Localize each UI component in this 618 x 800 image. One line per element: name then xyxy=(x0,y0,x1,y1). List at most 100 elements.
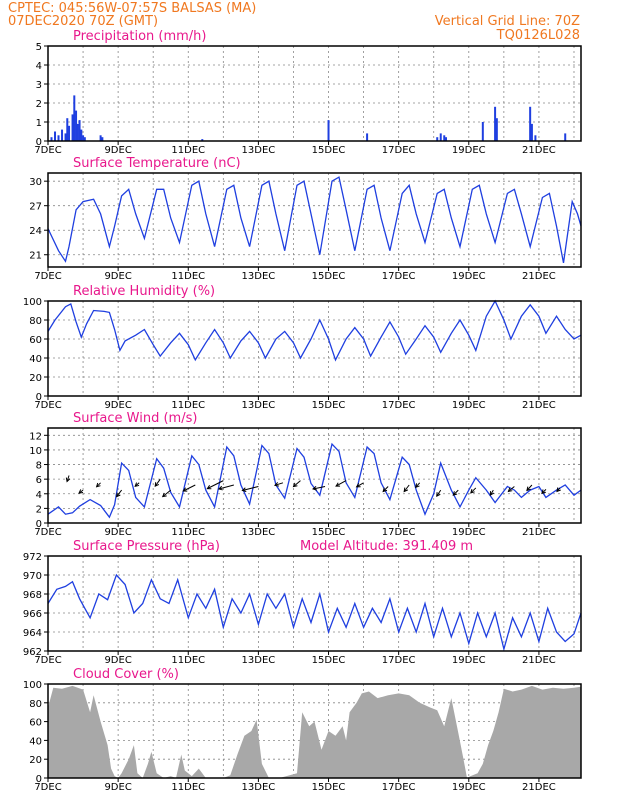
precip-xtick-label: 15DEC xyxy=(312,145,346,156)
precip-xtick-label: 13DEC xyxy=(242,145,276,156)
rh-ytick-label: 20 xyxy=(29,373,42,384)
precip-bar xyxy=(66,118,69,141)
wind-xtick-label: 13DEC xyxy=(242,527,276,538)
rh-panel: 0 20 40 60 80 100 7DEC 9DEC 11DEC 13DEC 15DEC 17DEC… xyxy=(23,284,582,411)
cloud-cover-area xyxy=(48,685,581,778)
station-label: CPTEC: 045:56W-07:57S BALSAS (MA) xyxy=(8,1,256,16)
wind-frame xyxy=(47,427,582,524)
rh-frame xyxy=(47,300,582,397)
precip-bar xyxy=(80,129,83,141)
rh-ytick-label: 80 xyxy=(29,316,42,327)
precip-panel: 0 1 2 3 4 5 7DEC 9DEC 11DEC 13DEC 15DEC 17DEC 19DEC 2… xyxy=(34,29,582,156)
wind-ytick-label: 0 xyxy=(36,519,42,530)
rh-xtick-label: 17DEC xyxy=(382,400,416,411)
temp-xtick-label: 21DEC xyxy=(522,271,556,282)
press-xtick-label: 21DEC xyxy=(522,655,556,666)
precip-ytick-label: 1 xyxy=(36,118,42,129)
rh-xtick-label: 9DEC xyxy=(104,400,131,411)
press-xtick-label: 11DEC xyxy=(171,655,205,666)
rh-xtick-label: 11DEC xyxy=(171,400,205,411)
model-code: TQ0126L028 xyxy=(496,28,580,43)
cloud-xtick-label: 21DEC xyxy=(522,782,556,793)
wind-arrow xyxy=(182,484,196,492)
press-xtick-label: 19DEC xyxy=(452,655,486,666)
precip-xtick-label: 11DEC xyxy=(171,145,205,156)
precip-xtick-label: 21DEC xyxy=(522,145,556,156)
press-xtick-label: 17DEC xyxy=(382,655,416,666)
run-label: 07DEC2020 70Z (GMT) xyxy=(8,14,158,29)
press-ytick-label: 964 xyxy=(23,628,42,639)
rh-xtick-label: 7DEC xyxy=(34,400,61,411)
wind-arrow xyxy=(311,485,326,491)
temp-ytick-label: 21 xyxy=(29,251,42,262)
precip-bar xyxy=(436,137,439,141)
precip-ytick-label: 3 xyxy=(36,80,42,91)
precip-bar xyxy=(444,137,447,141)
wind-xtick-label: 21DEC xyxy=(522,527,556,538)
wind-arrow xyxy=(161,489,172,498)
wind-arrow xyxy=(116,489,123,498)
wind-arrow xyxy=(452,489,459,496)
cloud-xtick-label: 11DEC xyxy=(171,782,205,793)
precip-bar xyxy=(68,125,71,141)
cloud-xtick-label: 13DEC xyxy=(242,782,276,793)
precip-ytick-label: 2 xyxy=(36,99,42,110)
temp-xtick-label: 15DEC xyxy=(312,271,346,282)
wind-arrow xyxy=(556,487,561,493)
wind-arrow xyxy=(403,484,410,493)
temp-title: Surface Temperature (nC) xyxy=(73,156,241,171)
wind-arrow xyxy=(206,480,224,490)
precip-bar xyxy=(76,123,79,141)
wind-ytick-label: 2 xyxy=(36,504,42,515)
precip-ytick-label: 4 xyxy=(36,61,42,72)
cloud-ytick-label: 40 xyxy=(29,736,42,747)
wind-arrow xyxy=(355,482,364,488)
precip-xtick-label: 9DEC xyxy=(104,145,131,156)
temp-xtick-label: 7DEC xyxy=(34,271,61,282)
wind-ytick-label: 6 xyxy=(36,475,42,486)
press-series-line xyxy=(47,573,582,652)
cloud-ytick-label: 80 xyxy=(29,699,42,710)
rh-ytick-label: 60 xyxy=(29,335,42,346)
wind-xtick-label: 9DEC xyxy=(104,527,131,538)
cloud-title: Cloud Cover (%) xyxy=(73,667,179,682)
precip-bar xyxy=(530,123,533,141)
temp-xtick-label: 17DEC xyxy=(382,271,416,282)
precip-bar xyxy=(534,135,537,141)
temp-frame xyxy=(47,172,582,268)
precip-xtick-label: 19DEC xyxy=(452,145,486,156)
press-ytick-label: 970 xyxy=(23,571,42,582)
precip-bar xyxy=(495,118,498,141)
press-xtick-label: 15DEC xyxy=(312,655,346,666)
rh-xtick-label: 19DEC xyxy=(452,400,486,411)
wind-arrow xyxy=(541,489,547,495)
wind-arrow xyxy=(154,478,161,488)
cloud-panel: 0 20 40 60 80 100 7DEC 9DEC 11DEC 13DEC 15DEC 17DEC… xyxy=(23,667,582,793)
rh-xtick-label: 21DEC xyxy=(522,400,556,411)
wind-arrow xyxy=(78,489,84,494)
temp-xtick-label: 13DEC xyxy=(242,271,276,282)
rh-xtick-label: 13DEC xyxy=(242,400,276,411)
rh-xtick-label: 15DEC xyxy=(312,400,346,411)
wind-ytick-label: 12 xyxy=(29,431,42,442)
cloud-frame xyxy=(47,683,582,779)
wind-arrow xyxy=(382,486,389,493)
precip-bar xyxy=(64,133,67,141)
precip-bar xyxy=(564,133,567,141)
rh-title: Relative Humidity (%) xyxy=(73,284,215,299)
wind-arrow xyxy=(65,475,71,483)
grid-note: Vertical Grid Line: 70Z xyxy=(435,14,580,29)
precip-bar xyxy=(366,133,369,141)
precip-ytick-label: 5 xyxy=(36,42,42,53)
press-ytick-label: 966 xyxy=(23,609,42,620)
press-xtick-label: 13DEC xyxy=(242,655,276,666)
cloud-ytick-label: 60 xyxy=(29,718,42,729)
precip-frame xyxy=(47,45,582,142)
cloud-ytick-label: 20 xyxy=(29,755,42,766)
precip-bar xyxy=(443,135,446,141)
precip-bar xyxy=(327,120,330,141)
precip-bar xyxy=(201,139,204,141)
precip-bar xyxy=(529,106,532,141)
cloud-xtick-label: 7DEC xyxy=(34,782,61,793)
precip-bar xyxy=(439,133,442,141)
